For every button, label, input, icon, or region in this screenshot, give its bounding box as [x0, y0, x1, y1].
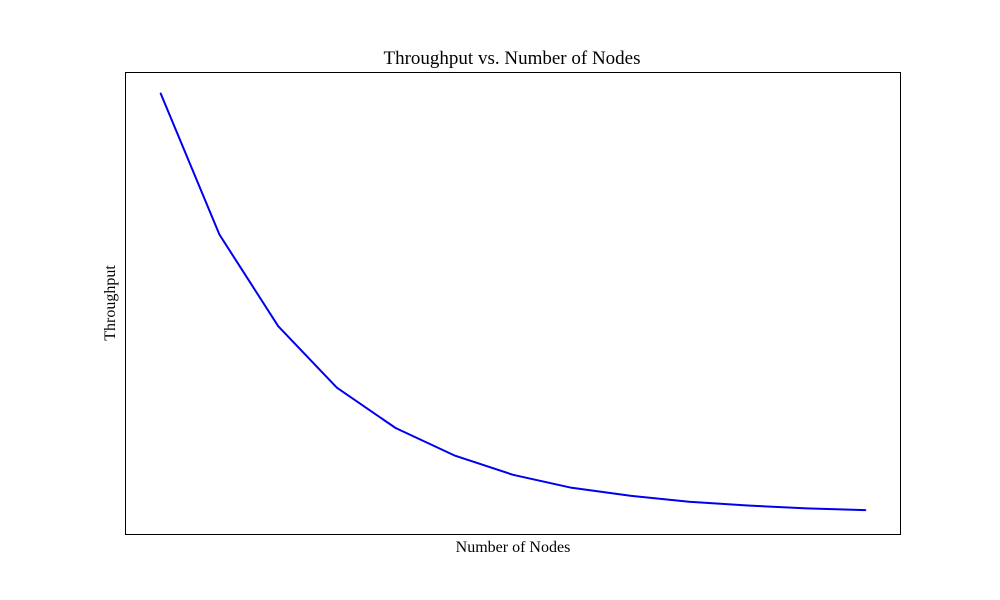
y-axis-label: Throughput [102, 265, 119, 341]
series-line-1 [159, 92, 867, 512]
plot-frame [125, 72, 901, 535]
x-axis-label: Number of Nodes [456, 539, 571, 556]
chart-title: Throughput vs. Number of Nodes [384, 48, 641, 69]
series-layer [159, 92, 867, 512]
